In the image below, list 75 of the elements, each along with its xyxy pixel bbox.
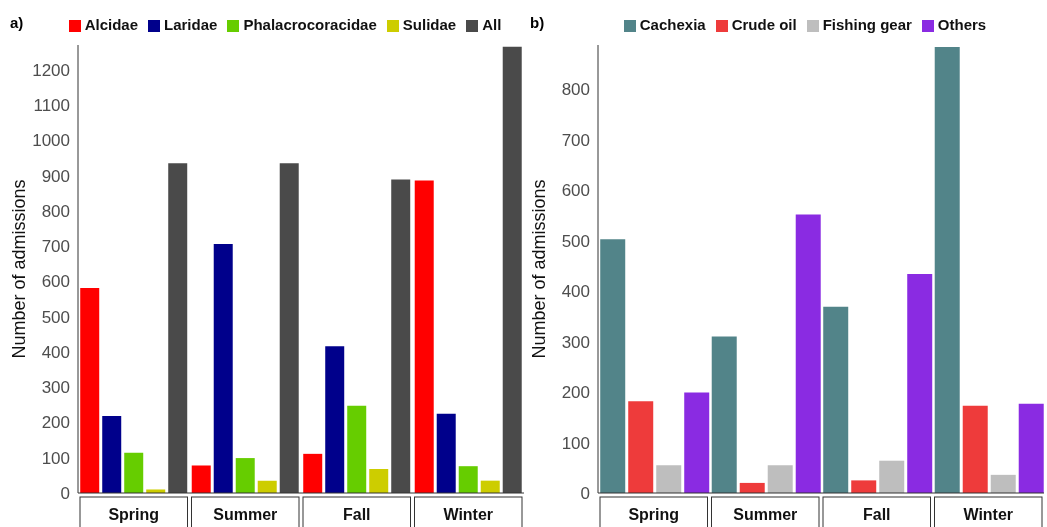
x-tick-label: Spring <box>108 506 160 523</box>
bar <box>1018 403 1044 493</box>
y-tick-label: 700 <box>41 237 70 257</box>
bar <box>684 392 710 493</box>
bar <box>656 465 682 493</box>
bar <box>962 405 988 493</box>
bar <box>823 306 849 493</box>
bar <box>436 413 456 493</box>
bar <box>879 460 905 493</box>
y-tick-label: 800 <box>561 80 590 100</box>
y-axis-title: Number of admissions <box>9 179 30 359</box>
y-axis-title: Number of admissions <box>529 179 550 359</box>
x-tick-label: Winter <box>443 506 494 523</box>
y-tick-label: 1000 <box>32 131 70 151</box>
y-tick-label: 300 <box>41 378 70 398</box>
y-tick-label: 800 <box>41 201 70 221</box>
bar <box>907 274 933 493</box>
y-tick-label: 0 <box>60 484 70 504</box>
y-tick-label: 400 <box>561 282 590 302</box>
bar <box>795 214 821 493</box>
bar <box>502 46 522 493</box>
bar <box>600 239 626 493</box>
x-tick-label: Fall <box>862 506 891 523</box>
bar <box>369 469 389 493</box>
x-tick-label: Summer <box>733 506 798 523</box>
y-tick-label: 900 <box>41 166 70 186</box>
legend-label: Fishing gear <box>822 16 912 33</box>
x-tick-label: Summer <box>213 506 278 523</box>
y-tick-label: 1100 <box>33 96 70 115</box>
legend-label: Others <box>937 16 987 33</box>
bar <box>934 47 960 493</box>
bar <box>628 401 654 493</box>
bar <box>391 179 411 493</box>
bar <box>458 466 478 493</box>
legend-label: All <box>482 16 502 33</box>
bar <box>168 163 188 493</box>
y-tick-label: 600 <box>41 272 70 292</box>
bar <box>235 458 255 493</box>
y-tick-label: 300 <box>561 332 590 352</box>
legend-label: Crude oil <box>731 16 797 33</box>
y-tick-label: 500 <box>41 307 70 327</box>
bar <box>990 474 1016 493</box>
bar <box>851 480 877 493</box>
y-tick-label: 1200 <box>32 60 70 80</box>
y-tick-label: 100 <box>41 448 70 468</box>
y-tick-label: 400 <box>41 342 70 362</box>
bar <box>767 465 793 493</box>
y-tick-label: 200 <box>41 413 70 433</box>
bar <box>279 163 299 493</box>
y-tick-label: 600 <box>561 181 590 201</box>
legend-label: Alcidae <box>84 16 139 33</box>
y-tick-label: 700 <box>561 130 590 150</box>
legend-label: Sulidae <box>402 16 457 33</box>
y-tick-label: 500 <box>561 231 590 251</box>
chart-title: b) <box>530 14 545 31</box>
y-tick-label: 200 <box>561 383 590 403</box>
chart-title: a) <box>10 14 24 31</box>
bar <box>711 336 737 493</box>
y-tick-label: 100 <box>561 433 590 453</box>
legend-label: Phalacrocoracidae <box>243 16 377 33</box>
bar <box>414 180 434 493</box>
bar <box>213 243 233 493</box>
x-tick-label: Fall <box>342 506 371 523</box>
bar <box>303 453 323 493</box>
x-tick-label: Winter <box>963 506 1014 523</box>
bar <box>191 465 211 493</box>
y-tick-label: 0 <box>580 484 590 504</box>
bar <box>102 416 122 493</box>
bar <box>347 405 367 493</box>
legend-label: Cachexia <box>639 16 706 33</box>
bar <box>124 452 144 493</box>
x-tick-label: Spring <box>628 506 680 523</box>
bar <box>80 288 100 493</box>
bar <box>325 346 345 493</box>
legend-label: Laridae <box>164 16 218 33</box>
